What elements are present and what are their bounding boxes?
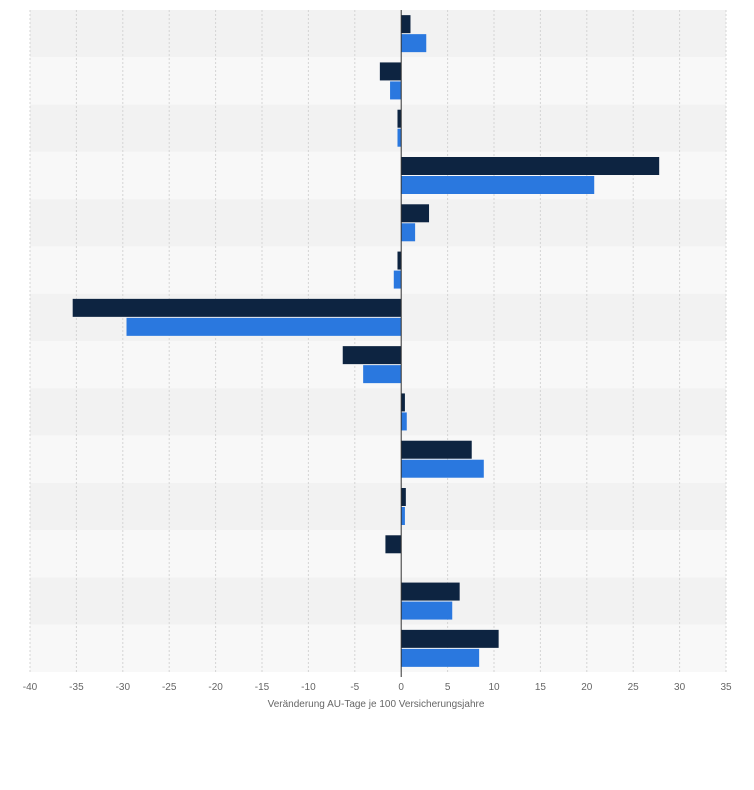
bar-series-2 <box>401 34 427 53</box>
x-tick-label: -30 <box>116 682 131 693</box>
x-tick-label: 30 <box>674 682 686 693</box>
x-tick-label: 10 <box>488 682 500 693</box>
row-band <box>30 10 726 58</box>
bar-series-1 <box>379 62 402 81</box>
bar-series-1 <box>401 204 430 223</box>
x-tick-label: -35 <box>69 682 84 693</box>
bar-series-2 <box>126 317 402 336</box>
bar-series-1 <box>401 15 411 34</box>
bar-series-1 <box>401 440 472 459</box>
bar-series-2 <box>401 412 407 431</box>
bar-series-2 <box>390 81 402 100</box>
bar-series-2 <box>393 270 402 289</box>
bar-series-2 <box>401 648 480 667</box>
x-tick-label: 15 <box>535 682 547 693</box>
x-tick-label: 0 <box>398 682 404 693</box>
bar-series-2 <box>401 601 453 620</box>
bar-series-2 <box>401 459 484 478</box>
bar-series-1 <box>385 535 402 554</box>
row-band <box>30 388 726 436</box>
x-tick-label: -40 <box>23 682 38 693</box>
x-tick-label: -5 <box>350 682 359 693</box>
bar-series-1 <box>401 393 405 412</box>
row-band <box>30 530 726 578</box>
bar-series-2 <box>401 223 416 242</box>
x-tick-label: -15 <box>255 682 270 693</box>
bar-series-2 <box>401 176 595 194</box>
row-bands <box>30 10 726 672</box>
x-tick-label: -10 <box>301 682 316 693</box>
x-tick-label: 20 <box>581 682 593 693</box>
bars <box>72 15 660 667</box>
bar-series-2 <box>397 128 402 147</box>
row-band <box>30 104 726 152</box>
bar-series-2 <box>401 507 405 525</box>
row-band <box>30 482 726 531</box>
x-tick-label: 25 <box>628 682 640 693</box>
x-tick-label: 35 <box>720 682 732 693</box>
x-tick-label: 5 <box>445 682 451 693</box>
bar-series-1 <box>401 582 460 601</box>
row-band <box>30 199 726 247</box>
x-tick-labels: -40 -35 -30 -25 -20 -15 -10 -5 0 5 10 15 20 25 30 35 <box>23 682 732 693</box>
bar-series-1 <box>397 109 402 128</box>
bar-series-1 <box>342 346 402 365</box>
x-axis-title: Veränderung AU-Tage je 100 Versicherungs… <box>268 699 485 710</box>
x-tick-label: -20 <box>208 682 223 693</box>
bar-series-2 <box>363 365 402 384</box>
bar-series-1 <box>401 488 406 506</box>
row-band <box>30 577 726 625</box>
bar-series-1 <box>401 629 499 648</box>
bar-series-1 <box>401 157 660 175</box>
bar-series-1 <box>72 298 402 317</box>
row-band <box>30 624 726 672</box>
bar-series-1 <box>397 251 402 270</box>
row-band <box>30 57 726 105</box>
row-band <box>30 435 726 483</box>
x-tick-label: -25 <box>162 682 177 693</box>
row-band <box>30 246 726 294</box>
